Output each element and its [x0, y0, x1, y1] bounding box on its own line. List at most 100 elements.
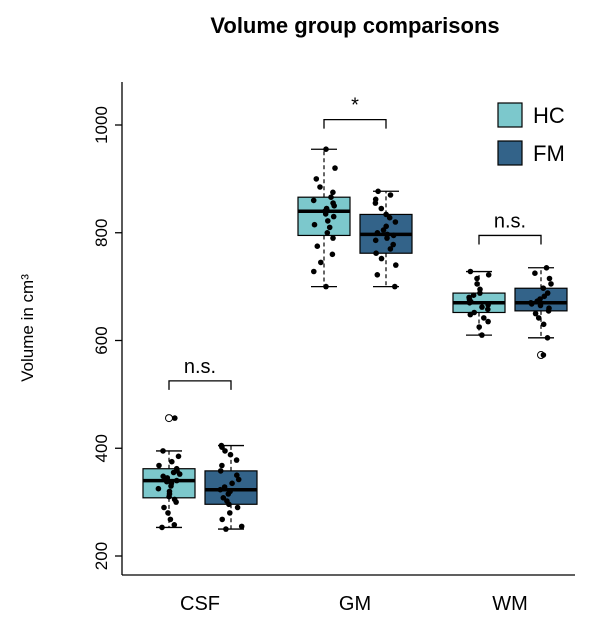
data-point — [238, 523, 245, 530]
legend-label-hc: HC — [533, 103, 565, 128]
data-point — [532, 310, 539, 317]
data-point — [323, 283, 329, 290]
bracket-line — [478, 234, 542, 245]
data-point — [235, 476, 242, 483]
data-point — [470, 292, 477, 299]
legend-swatch-fm — [497, 140, 523, 166]
x-category-label: GM — [339, 593, 371, 615]
data-point — [218, 442, 225, 449]
data-point — [219, 516, 225, 523]
data-point — [474, 281, 480, 287]
data-point — [173, 477, 180, 484]
box-fm-gm — [359, 188, 413, 290]
data-point — [161, 504, 167, 511]
y-tick-label: 1000 — [92, 106, 111, 144]
data-point — [166, 488, 173, 495]
data-point — [540, 285, 547, 292]
data-point — [324, 230, 331, 236]
box-iqr — [204, 470, 258, 505]
data-point — [392, 219, 399, 225]
data-point — [169, 458, 175, 465]
data-point — [168, 480, 175, 487]
data-point — [375, 188, 381, 195]
bracket-line — [168, 380, 232, 390]
x-category-label: WM — [492, 593, 528, 615]
legend-label-fm: FM — [533, 141, 565, 166]
data-point — [221, 484, 228, 490]
data-point — [386, 214, 393, 221]
x-category-label: CSF — [180, 593, 220, 615]
data-point — [328, 194, 334, 200]
data-point — [372, 196, 379, 203]
data-point — [544, 335, 551, 341]
significance-label: * — [351, 95, 359, 117]
data-point — [392, 283, 398, 290]
data-point — [326, 224, 333, 231]
data-point — [323, 146, 329, 152]
data-point — [325, 218, 331, 224]
data-point — [311, 268, 317, 275]
box-hc-wm — [452, 268, 506, 338]
data-point — [155, 485, 162, 492]
data-point — [378, 255, 385, 262]
data-point — [374, 230, 381, 236]
data-point — [175, 453, 182, 460]
data-point — [229, 480, 235, 487]
data-point — [167, 516, 174, 523]
data-point — [173, 465, 180, 472]
data-point — [485, 302, 491, 308]
data-point — [227, 488, 233, 495]
data-point — [540, 352, 547, 358]
y-axis-label: Volume in cm³ — [18, 274, 37, 382]
data-point — [329, 251, 336, 258]
chart-title: Volume group comparisons — [210, 13, 499, 38]
data-point — [477, 286, 483, 293]
data-point — [485, 272, 492, 278]
data-point — [330, 213, 337, 220]
significance-label: n.s. — [184, 356, 216, 378]
data-point — [546, 275, 553, 282]
data-point — [317, 184, 323, 190]
data-point — [537, 296, 543, 302]
data-point — [535, 315, 542, 321]
y-tick-label: 800 — [92, 219, 111, 247]
data-point — [387, 246, 394, 252]
significance-bracket-wm: n.s. — [478, 210, 542, 245]
data-point — [481, 315, 487, 321]
data-point — [330, 189, 336, 196]
data-point — [234, 504, 241, 511]
outlier-marker — [165, 414, 173, 423]
legend: HC FM — [497, 102, 565, 166]
data-point — [543, 265, 550, 271]
data-point — [387, 192, 394, 198]
data-point — [233, 457, 240, 463]
data-point — [332, 165, 338, 171]
data-point — [479, 304, 485, 310]
bracket-line — [323, 118, 387, 129]
data-point — [474, 275, 480, 282]
data-point — [476, 324, 483, 330]
data-point — [466, 294, 472, 301]
data-point — [546, 305, 552, 312]
data-point — [330, 235, 336, 241]
data-point — [540, 321, 547, 328]
data-point — [544, 290, 551, 296]
data-point — [532, 270, 538, 277]
data-point — [528, 300, 534, 306]
data-point — [314, 243, 321, 249]
data-point — [217, 468, 224, 474]
data-point — [310, 197, 317, 204]
data-point — [172, 415, 178, 421]
y-tick-label: 200 — [92, 542, 111, 570]
data-point — [318, 259, 324, 266]
data-point — [220, 495, 227, 501]
data-point — [485, 318, 491, 325]
data-point — [224, 498, 230, 504]
data-point — [227, 510, 233, 516]
y-tick-label: 600 — [92, 326, 111, 354]
data-point — [311, 221, 318, 228]
data-point — [234, 472, 240, 479]
legend-swatch-hc — [497, 102, 523, 128]
data-point — [156, 462, 162, 469]
data-point — [373, 250, 379, 256]
